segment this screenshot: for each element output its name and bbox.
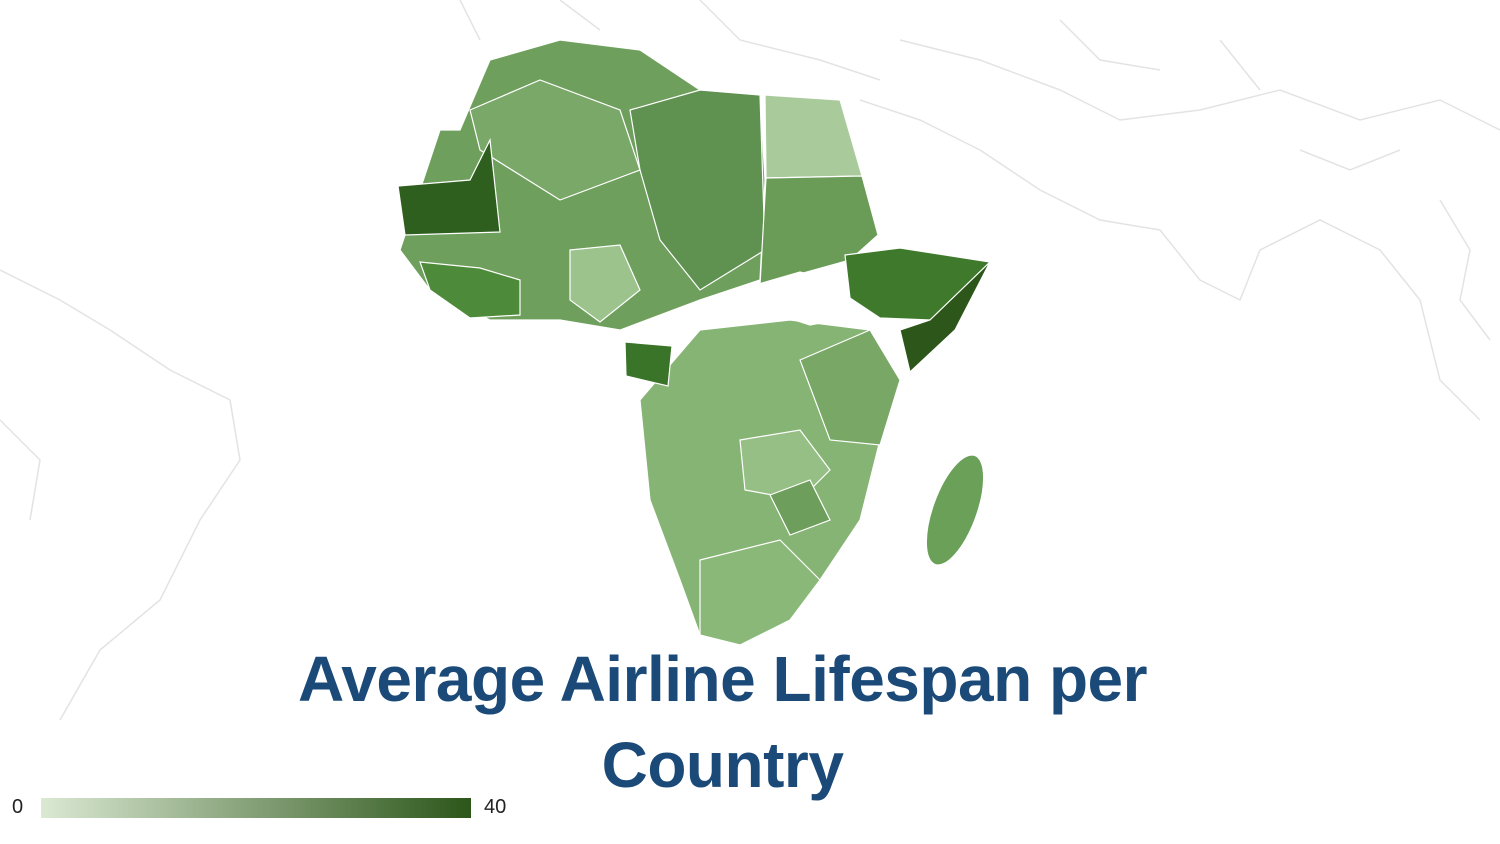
- somalia: [899, 261, 991, 374]
- background-borders: [0, 0, 1500, 721]
- legend-gradient: [41, 798, 471, 818]
- gabon: [624, 341, 673, 387]
- region: [569, 244, 641, 323]
- madagascar: [925, 454, 985, 566]
- title: Average Airline Lifespan per Country: [297, 643, 1148, 801]
- legend-min: 0: [12, 796, 24, 818]
- region: [769, 479, 831, 536]
- region: [799, 329, 901, 446]
- region: [419, 261, 521, 319]
- egypt: [764, 94, 863, 179]
- legend: [41, 798, 471, 818]
- region: [699, 539, 821, 646]
- south-sudan-gap: [754, 271, 851, 326]
- legend-max: 40: [484, 796, 507, 818]
- region: [469, 79, 641, 201]
- africa-countries: [397, 39, 992, 646]
- mauritania: [397, 137, 501, 236]
- region: [629, 89, 766, 291]
